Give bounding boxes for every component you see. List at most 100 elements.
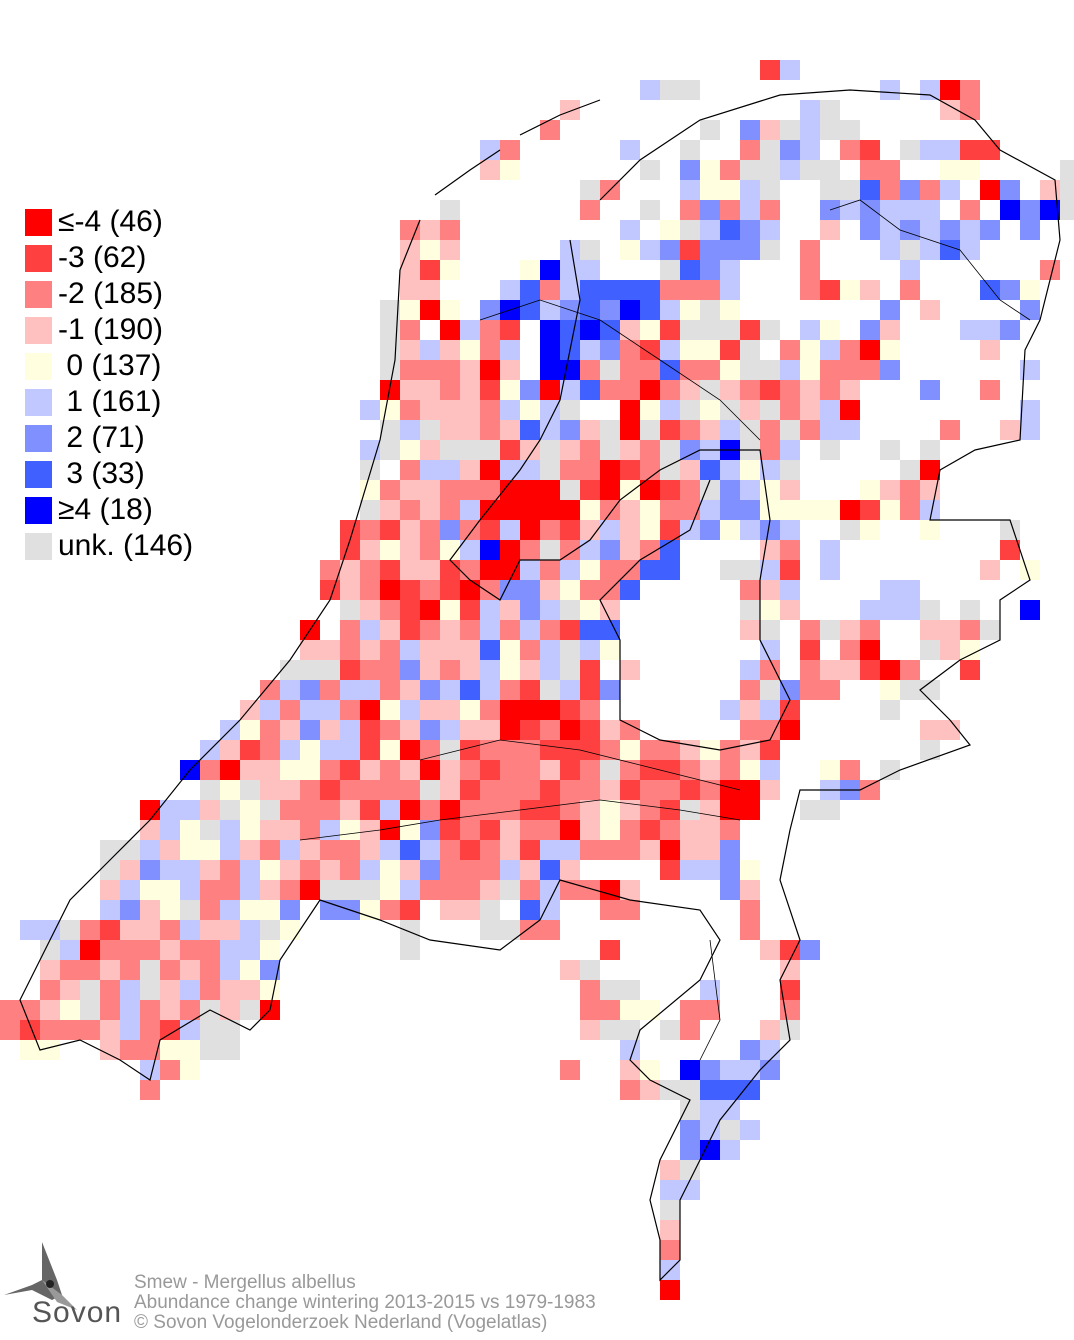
map-cell <box>680 1100 700 1120</box>
map-cell <box>360 460 380 480</box>
map-cell <box>520 680 540 700</box>
map-cell <box>540 540 560 560</box>
map-cell <box>920 440 940 460</box>
map-cell <box>760 460 780 480</box>
map-cell <box>300 800 320 820</box>
map-cell <box>660 800 680 820</box>
map-cell <box>580 600 600 620</box>
map-cell <box>640 800 660 820</box>
map-cell <box>480 900 500 920</box>
map-cell <box>420 600 440 620</box>
map-cell <box>260 940 280 960</box>
map-cell <box>200 840 220 860</box>
map-cell <box>440 740 460 760</box>
map-cell <box>520 920 540 940</box>
map-cell <box>360 540 380 560</box>
map-cell <box>940 80 960 100</box>
map-cell <box>360 720 380 740</box>
map-cell <box>620 400 640 420</box>
map-cell <box>640 80 660 100</box>
map-cell <box>460 560 480 580</box>
map-cell <box>760 940 780 960</box>
map-cell <box>360 800 380 820</box>
map-cell <box>300 720 320 740</box>
map-cell <box>800 160 820 180</box>
map-cell <box>580 820 600 840</box>
map-cell <box>340 560 360 580</box>
map-cell <box>360 520 380 540</box>
map-cell <box>120 840 140 860</box>
map-cell <box>620 220 640 240</box>
map-cell <box>580 560 600 580</box>
map-cell <box>500 920 520 940</box>
map-cell <box>40 1000 60 1020</box>
legend-item: 2 (71) <box>25 420 193 456</box>
map-cell <box>460 700 480 720</box>
map-cell <box>400 900 420 920</box>
map-cell <box>780 940 800 960</box>
map-cell <box>220 840 240 860</box>
map-cell <box>580 260 600 280</box>
map-cell <box>920 80 940 100</box>
map-cell <box>800 100 820 120</box>
map-cell <box>460 600 480 620</box>
map-cell <box>220 780 240 800</box>
map-cell <box>700 800 720 820</box>
map-cell <box>1000 200 1020 220</box>
map-cell <box>820 540 840 560</box>
map-cell <box>1020 560 1040 580</box>
map-cell <box>360 580 380 600</box>
map-cell <box>580 520 600 540</box>
map-cell <box>700 320 720 340</box>
map-cell <box>920 500 940 520</box>
map-cell <box>500 780 520 800</box>
map-cell <box>960 640 980 660</box>
map-cell <box>180 920 200 940</box>
map-cell <box>940 620 960 640</box>
map-cell <box>900 200 920 220</box>
map-cell <box>560 880 580 900</box>
map-cell <box>100 1040 120 1060</box>
map-cell <box>620 820 640 840</box>
map-cell <box>740 220 760 240</box>
map-cell <box>500 160 520 180</box>
map-cell <box>140 900 160 920</box>
map-cell <box>1000 180 1020 200</box>
map-cell <box>460 880 480 900</box>
map-cell <box>960 660 980 680</box>
map-cell <box>440 500 460 520</box>
map-cell <box>520 500 540 520</box>
map-cell <box>620 420 640 440</box>
legend-swatch <box>25 208 52 236</box>
map-cell <box>560 280 580 300</box>
map-cell <box>480 520 500 540</box>
map-cell <box>420 500 440 520</box>
map-cell <box>840 660 860 680</box>
map-cell <box>820 500 840 520</box>
map-cell <box>860 220 880 240</box>
map-cell <box>420 700 440 720</box>
map-cell <box>300 760 320 780</box>
map-cell <box>700 500 720 520</box>
map-cell <box>320 760 340 780</box>
map-cell <box>540 880 560 900</box>
map-cell <box>960 600 980 620</box>
map-cell <box>500 440 520 460</box>
map-cell <box>640 760 660 780</box>
map-cell <box>780 580 800 600</box>
map-cell <box>400 560 420 580</box>
map-cell <box>620 740 640 760</box>
map-cell <box>580 200 600 220</box>
map-cell <box>540 340 560 360</box>
map-cell <box>120 1000 140 1020</box>
map-cell <box>880 220 900 240</box>
map-cell <box>620 580 640 600</box>
map-cell <box>700 420 720 440</box>
map-cell <box>480 320 500 340</box>
map-cell <box>860 360 880 380</box>
map-cell <box>380 840 400 860</box>
map-cell <box>520 600 540 620</box>
map-cell <box>620 980 640 1000</box>
map-cell <box>160 840 180 860</box>
map-cell <box>480 660 500 680</box>
